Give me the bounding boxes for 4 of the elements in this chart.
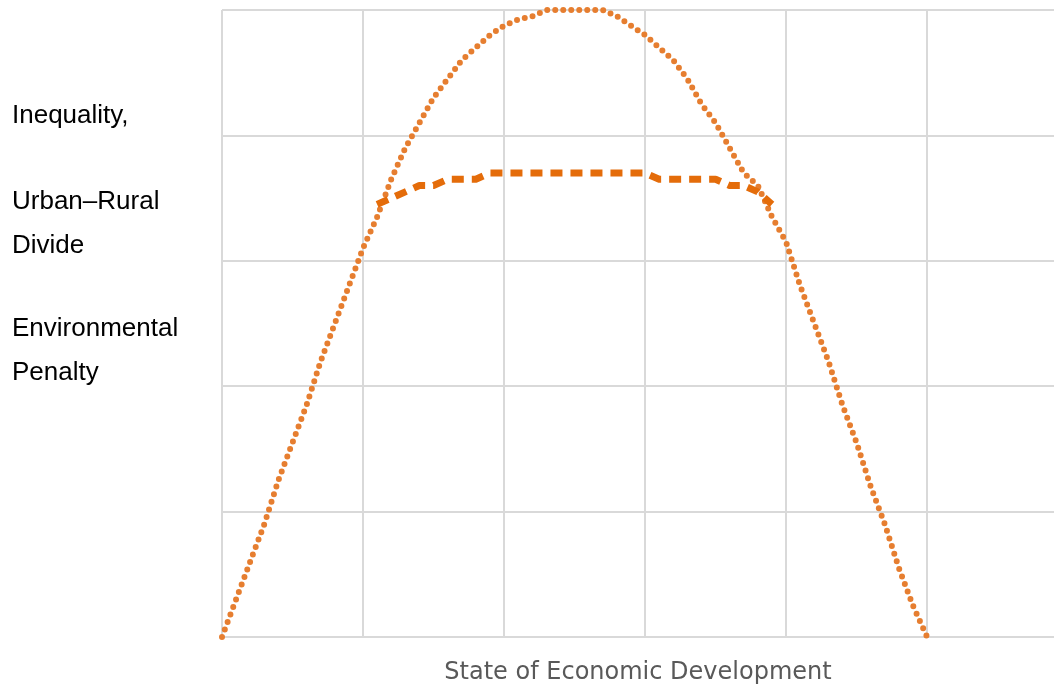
x-axis-title: State of Economic Development: [444, 657, 832, 685]
text: Environmental Penalty: [12, 312, 186, 386]
text: Inequality,: [12, 99, 129, 129]
text: Urban–Rural Divide: [12, 185, 167, 259]
